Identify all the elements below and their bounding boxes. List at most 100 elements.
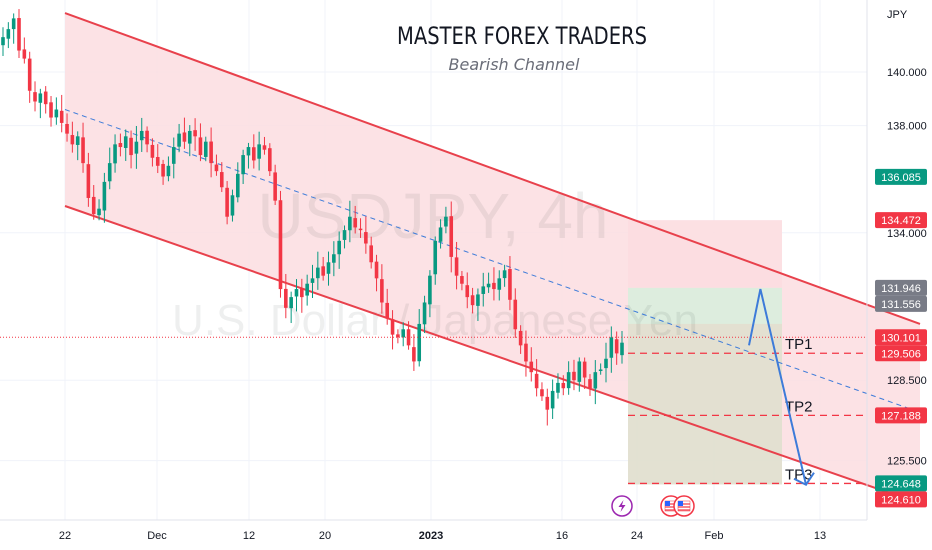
candle-body [444, 216, 448, 227]
candle-body [508, 269, 512, 300]
candle-body [230, 195, 235, 216]
candle-body [449, 216, 454, 257]
candle-body [203, 141, 208, 157]
candle-body [316, 267, 320, 279]
candle-body [417, 323, 422, 362]
lightning-icon[interactable] [611, 495, 633, 517]
candle-body [481, 286, 486, 294]
price-label-text: 130.101 [881, 332, 921, 344]
candle-body [342, 230, 347, 240]
candle-body [401, 329, 406, 338]
candle-body [214, 164, 219, 172]
candle-body [161, 163, 165, 177]
candle-body [38, 93, 43, 103]
candle-body [91, 196, 96, 215]
price-label-box[interactable] [875, 345, 927, 362]
candle-body [518, 330, 523, 346]
candle-body [257, 144, 261, 159]
candle-body [460, 276, 464, 284]
candle-body [385, 302, 390, 319]
x-tick-label: 22 [59, 530, 71, 542]
candle-body [102, 181, 107, 211]
price-label-text: 134.472 [881, 215, 921, 227]
candle-body [550, 390, 555, 409]
channel-lower-line[interactable] [64, 205, 921, 505]
candle-body [348, 216, 352, 231]
candle-body [561, 382, 566, 389]
candle-body [284, 288, 288, 308]
x-tick-label: 13 [814, 530, 826, 542]
candle-body [209, 141, 213, 164]
candle-body [353, 218, 357, 228]
x-tick-label: 24 [631, 530, 643, 542]
candle-body [497, 278, 502, 290]
candle-body [246, 147, 251, 156]
channel-upper-line[interactable] [64, 12, 921, 325]
candle-body [1, 37, 5, 46]
price-label-box[interactable] [875, 491, 927, 508]
candle-body [566, 372, 571, 389]
candle-body [86, 164, 91, 198]
candle-body [150, 144, 155, 158]
candle-body [492, 282, 496, 290]
x-tick-label: Dec [147, 530, 167, 542]
candle-body [588, 379, 592, 389]
price-label-box[interactable] [875, 475, 927, 492]
candle-body [486, 283, 491, 288]
candle-body [182, 132, 187, 142]
candle-body [502, 270, 507, 279]
candle-body [604, 358, 608, 369]
overlap-zone[interactable] [628, 323, 782, 485]
x-tick-label: 16 [556, 530, 568, 542]
candle-body [65, 123, 69, 134]
candle-body [332, 254, 336, 263]
price-label-box[interactable] [875, 168, 927, 185]
candle-body [262, 145, 267, 150]
stop-zone[interactable] [628, 220, 782, 288]
candle-body [145, 130, 149, 145]
candle-body [465, 285, 470, 298]
candle-body [529, 361, 534, 373]
candle-body [113, 144, 117, 164]
level-label: TP2 [785, 398, 813, 415]
candle-body [134, 141, 139, 154]
y-tick-label: 134.000 [887, 228, 927, 240]
candle-body [289, 297, 293, 309]
candle-body [369, 245, 373, 263]
candle-body [572, 371, 576, 381]
channel-mid-line[interactable] [64, 109, 921, 413]
candle-body [139, 130, 144, 141]
candle-body [252, 147, 256, 161]
candle-body [326, 262, 331, 274]
candle-body [278, 200, 283, 290]
candle-body [545, 396, 550, 410]
candles [1, 9, 624, 426]
price-axis[interactable]: JPY 140.000138.000134.000128.500125.500 … [866, 0, 927, 520]
candle-body [310, 278, 315, 283]
price-label-box[interactable] [875, 329, 927, 346]
candle-body [614, 339, 619, 354]
candle-body [380, 279, 384, 303]
us-flag-icon[interactable] [673, 495, 695, 517]
price-label-box[interactable] [875, 279, 927, 296]
time-axis[interactable]: 22 Dec 12 20 2023 16 24 Feb 13 [0, 519, 867, 542]
price-label-text: 131.556 [881, 299, 921, 311]
candle-body [300, 288, 304, 298]
candle-body [396, 334, 400, 338]
currency-label: JPY [887, 9, 908, 21]
candle-body [49, 102, 53, 118]
chart-subtitle: Bearish Channel [449, 55, 580, 74]
projection-path[interactable] [748, 288, 807, 485]
candle-body [524, 343, 528, 362]
price-label-box[interactable] [875, 295, 927, 312]
y-tick-label: 125.500 [887, 456, 927, 468]
candle-body [556, 382, 560, 393]
candle-body [364, 232, 368, 244]
chart-title: MASTER FOREX TRADERS [397, 22, 647, 50]
price-label-box[interactable] [875, 407, 927, 424]
price-label-box[interactable] [875, 212, 927, 229]
candle-body [598, 369, 603, 371]
x-tick-label: Feb [705, 530, 724, 542]
